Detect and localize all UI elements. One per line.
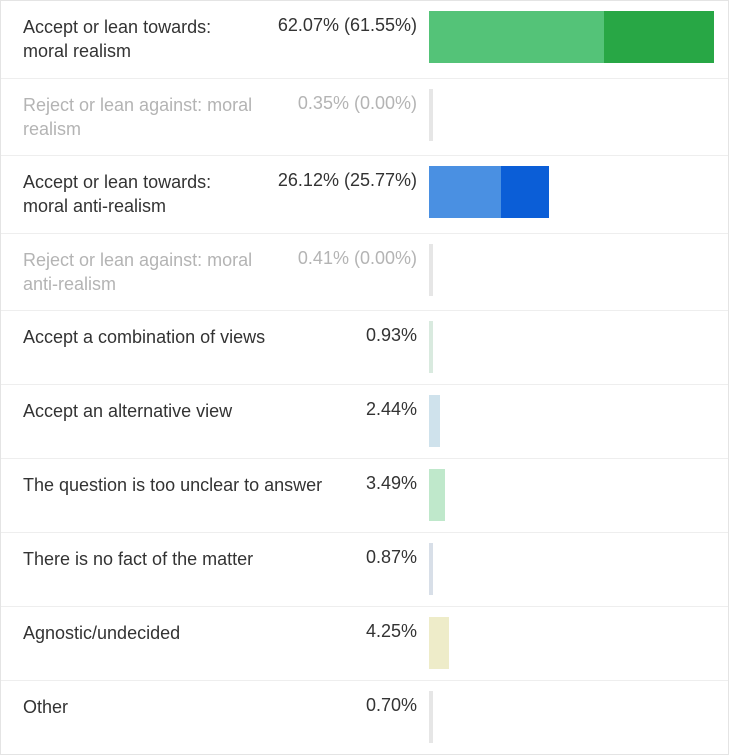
chart-row: The question is too unclear to answer3.4… xyxy=(1,458,728,532)
row-percentage: 4.25% xyxy=(341,607,429,656)
row-label: Reject or lean against: moral realism xyxy=(1,79,261,156)
row-percentage: 62.07% (61.55%) xyxy=(261,1,429,50)
bar-container xyxy=(429,1,728,73)
row-percentage: 26.12% (25.77%) xyxy=(261,156,429,205)
bar-container xyxy=(429,311,728,383)
chart-row: Reject or lean against: moral anti-reali… xyxy=(1,233,728,311)
bar-segment xyxy=(429,617,449,669)
row-label: Other xyxy=(1,681,341,733)
bar xyxy=(429,395,440,447)
bar-container xyxy=(429,79,728,151)
row-label: Reject or lean against: moral anti-reali… xyxy=(1,234,261,311)
row-label: There is no fact of the matter xyxy=(1,533,341,585)
row-label: Accept a combination of views xyxy=(1,311,341,363)
bar xyxy=(429,691,433,743)
bar xyxy=(429,244,433,296)
row-percentage: 0.41% (0.00%) xyxy=(261,234,429,283)
bar-segment xyxy=(429,244,433,296)
bar-segment xyxy=(429,321,433,373)
survey-bar-chart: Accept or lean towards: moral realism62.… xyxy=(0,0,729,755)
bar xyxy=(429,89,433,141)
bar-segment xyxy=(429,543,433,595)
bar-container xyxy=(429,385,728,457)
bar-segment xyxy=(429,166,501,218)
chart-row: Agnostic/undecided4.25% xyxy=(1,606,728,680)
bar xyxy=(429,321,433,373)
row-percentage: 0.87% xyxy=(341,533,429,582)
row-percentage: 3.49% xyxy=(341,459,429,508)
bar-segment xyxy=(429,395,440,447)
chart-row: Accept a combination of views0.93% xyxy=(1,310,728,384)
bar xyxy=(429,543,433,595)
row-label: Accept or lean towards: moral anti-reali… xyxy=(1,156,261,233)
chart-row: Accept an alternative view2.44% xyxy=(1,384,728,458)
bar xyxy=(429,11,714,63)
bar-segment xyxy=(501,166,549,218)
row-label: The question is too unclear to answer xyxy=(1,459,341,511)
bar-segment xyxy=(429,691,433,743)
bar-segment xyxy=(604,11,714,63)
bar xyxy=(429,469,445,521)
row-percentage: 0.35% (0.00%) xyxy=(261,79,429,128)
row-label: Accept or lean towards: moral realism xyxy=(1,1,261,78)
bar-container xyxy=(429,459,728,531)
chart-row: Accept or lean towards: moral realism62.… xyxy=(1,1,728,78)
bar xyxy=(429,617,449,669)
bar-container xyxy=(429,607,728,679)
row-percentage: 0.93% xyxy=(341,311,429,360)
chart-row: There is no fact of the matter0.87% xyxy=(1,532,728,606)
bar-segment xyxy=(429,11,604,63)
row-label: Agnostic/undecided xyxy=(1,607,341,659)
bar-segment xyxy=(429,469,445,521)
chart-row: Other0.70% xyxy=(1,680,728,754)
chart-row: Reject or lean against: moral realism0.3… xyxy=(1,78,728,156)
row-percentage: 2.44% xyxy=(341,385,429,434)
row-label: Accept an alternative view xyxy=(1,385,341,437)
bar-segment xyxy=(429,89,433,141)
bar xyxy=(429,166,549,218)
row-percentage: 0.70% xyxy=(341,681,429,730)
bar-container xyxy=(429,681,728,753)
bar-container xyxy=(429,533,728,605)
bar-container xyxy=(429,234,728,306)
bar-container xyxy=(429,156,728,228)
chart-row: Accept or lean towards: moral anti-reali… xyxy=(1,155,728,233)
